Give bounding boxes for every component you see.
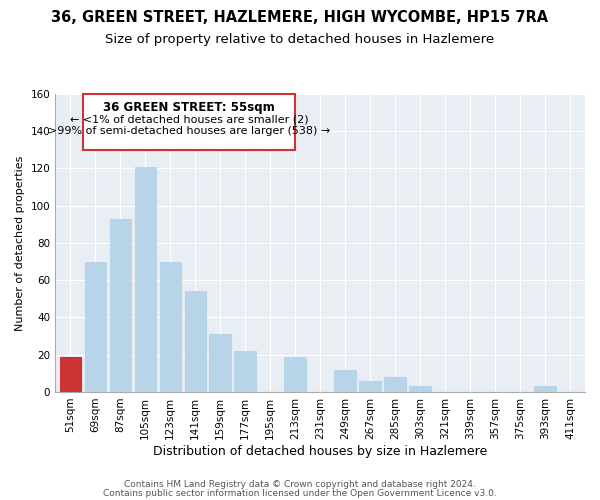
Bar [209,334,231,392]
Bar [334,370,356,392]
Bar [359,381,380,392]
Bar [110,219,131,392]
X-axis label: Distribution of detached houses by size in Hazlemere: Distribution of detached houses by size … [153,444,487,458]
Bar [160,262,181,392]
Bar [284,356,306,392]
Text: Contains public sector information licensed under the Open Government Licence v3: Contains public sector information licen… [103,488,497,498]
Text: 36, GREEN STREET, HAZLEMERE, HIGH WYCOMBE, HP15 7RA: 36, GREEN STREET, HAZLEMERE, HIGH WYCOMB… [52,10,548,25]
Bar [235,351,256,392]
Bar [535,386,556,392]
Text: Contains HM Land Registry data © Crown copyright and database right 2024.: Contains HM Land Registry data © Crown c… [124,480,476,489]
Bar [85,262,106,392]
Text: Size of property relative to detached houses in Hazlemere: Size of property relative to detached ho… [106,32,494,46]
Bar [385,377,406,392]
FancyBboxPatch shape [83,94,295,150]
Bar [409,386,431,392]
Bar [134,166,156,392]
Bar [185,292,206,392]
Text: ← <1% of detached houses are smaller (2): ← <1% of detached houses are smaller (2) [70,114,308,124]
Y-axis label: Number of detached properties: Number of detached properties [15,156,25,330]
Bar [59,356,81,392]
Text: >99% of semi-detached houses are larger (538) →: >99% of semi-detached houses are larger … [48,126,330,136]
Text: 36 GREEN STREET: 55sqm: 36 GREEN STREET: 55sqm [103,102,275,114]
